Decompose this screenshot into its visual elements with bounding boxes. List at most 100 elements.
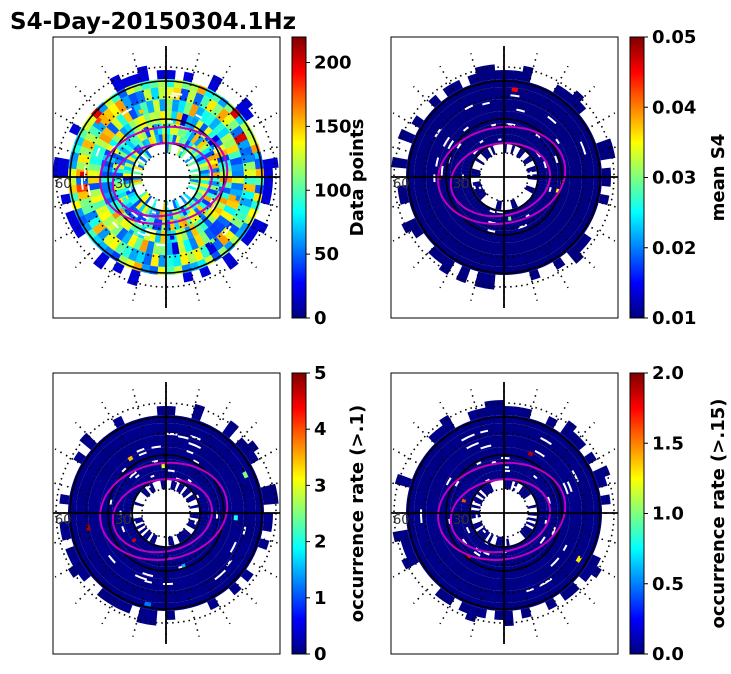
heat-cell bbox=[179, 588, 190, 602]
heat-cell bbox=[464, 570, 477, 584]
ring-label: 30 bbox=[115, 177, 132, 192]
heat-cell bbox=[128, 529, 139, 538]
heat-cell bbox=[132, 572, 144, 587]
heat-cell bbox=[461, 509, 472, 513]
heat-cell bbox=[84, 131, 99, 145]
heat-cell bbox=[495, 200, 500, 210]
heat-cell bbox=[535, 518, 547, 525]
heat-cell bbox=[79, 432, 97, 451]
heat-cell bbox=[534, 218, 547, 232]
heat-cell bbox=[465, 106, 477, 120]
heat-cell bbox=[486, 111, 495, 125]
heat-cell bbox=[150, 423, 160, 437]
heat-cell bbox=[193, 135, 205, 147]
heat-cell bbox=[401, 218, 420, 234]
heat-cell bbox=[522, 526, 532, 535]
heat-cell bbox=[425, 512, 439, 520]
heat-cell bbox=[546, 559, 560, 573]
data-gap bbox=[547, 115, 557, 125]
heat-cell bbox=[536, 513, 547, 517]
heat-cell bbox=[126, 526, 138, 535]
heat-cell bbox=[123, 501, 135, 508]
heat-cell bbox=[457, 462, 470, 475]
heat-cell bbox=[123, 554, 136, 568]
polar-plot: 60 30 bbox=[53, 382, 280, 644]
heat-cell-high bbox=[131, 537, 137, 543]
heat-cell bbox=[430, 479, 445, 491]
heat-cell bbox=[60, 193, 72, 205]
heat-cell bbox=[100, 506, 113, 513]
heat-cell bbox=[444, 457, 458, 471]
heat-cell bbox=[531, 106, 544, 120]
heat-cell bbox=[115, 448, 129, 463]
heat-cell bbox=[533, 158, 545, 166]
heat-cell bbox=[440, 231, 454, 246]
heat-cell bbox=[198, 169, 209, 175]
data-gap bbox=[138, 451, 147, 457]
heat-cell bbox=[53, 156, 70, 169]
heat-cell bbox=[462, 185, 473, 192]
heat-cell bbox=[503, 242, 511, 255]
data-gap bbox=[478, 186, 482, 190]
data-gap bbox=[155, 201, 159, 204]
heat-cell bbox=[218, 522, 231, 531]
heat-cell bbox=[552, 195, 567, 206]
heat-cell bbox=[142, 551, 152, 564]
heat-cell bbox=[115, 112, 129, 127]
heat-cell bbox=[158, 578, 166, 591]
heat-cell bbox=[550, 457, 564, 471]
heat-cell bbox=[482, 531, 491, 541]
heat-cell bbox=[193, 442, 206, 456]
heat-cell bbox=[581, 505, 594, 514]
heat-cell bbox=[498, 111, 505, 124]
heat-cell bbox=[201, 146, 213, 156]
heat-cell bbox=[98, 132, 113, 144]
heat-cell bbox=[144, 531, 153, 541]
heat-cell bbox=[434, 587, 448, 601]
heat-cell bbox=[189, 181, 199, 186]
heat-cell bbox=[542, 547, 555, 560]
heat-cell bbox=[523, 250, 535, 265]
heat-cell bbox=[185, 250, 197, 265]
heat-cell bbox=[474, 523, 484, 530]
heat-cell bbox=[186, 496, 196, 503]
heat-cell bbox=[130, 149, 141, 159]
heat-cell bbox=[578, 569, 592, 583]
heat-cell bbox=[97, 449, 112, 463]
heat-cell bbox=[262, 493, 279, 505]
heat-cell bbox=[150, 87, 160, 101]
heat-cell bbox=[88, 461, 103, 474]
meridian-line bbox=[526, 389, 538, 429]
data-gap bbox=[186, 449, 194, 455]
colorbar-label: Data points bbox=[347, 119, 368, 237]
meridian-line bbox=[412, 238, 443, 269]
heat-cell bbox=[168, 134, 174, 145]
heat-cell bbox=[102, 462, 116, 476]
data-gap bbox=[214, 569, 227, 581]
colorbar-tick-label: 1 bbox=[314, 588, 327, 609]
heat-cell bbox=[459, 230, 471, 245]
heat-cell bbox=[144, 541, 153, 552]
meridian-line bbox=[241, 220, 278, 242]
heat-cell bbox=[466, 455, 478, 469]
heat-cell bbox=[532, 155, 544, 164]
heat-cell bbox=[129, 73, 142, 85]
colorbar-tick-label: 5 bbox=[314, 363, 327, 384]
heat-cell bbox=[531, 455, 543, 469]
heat-cell bbox=[250, 218, 269, 234]
heat-cell bbox=[563, 144, 578, 155]
heat-cell bbox=[147, 460, 156, 473]
heat-cell bbox=[186, 160, 196, 167]
heat-cell bbox=[221, 252, 239, 270]
heat-cell bbox=[100, 176, 113, 183]
meridian-line bbox=[54, 112, 91, 134]
heat-cell bbox=[508, 230, 516, 243]
heat-cell bbox=[470, 198, 481, 208]
heat-cell bbox=[554, 550, 568, 564]
data-gap bbox=[156, 243, 166, 247]
heat-cell bbox=[497, 99, 505, 112]
heat-cell bbox=[135, 200, 145, 210]
heat-cell bbox=[87, 551, 103, 565]
heat-cell bbox=[152, 435, 161, 449]
heat-cell bbox=[476, 526, 486, 535]
